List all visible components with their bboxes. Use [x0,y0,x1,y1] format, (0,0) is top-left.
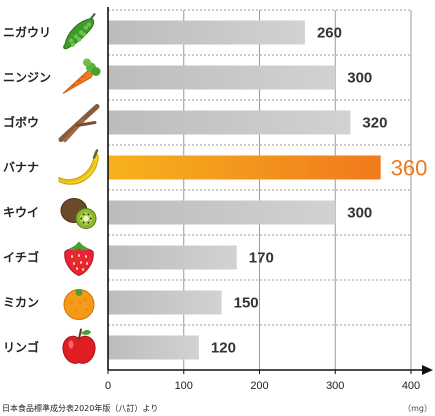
value-label-5: 170 [249,250,274,267]
mandarin-pore-1 [84,298,86,301]
gourd-bump-3 [83,25,89,30]
bar-7 [108,335,199,360]
bar-6 [108,290,222,315]
x-tick-label-0: 0 [105,380,111,392]
kiwi-core [83,215,89,222]
x-tick-label-400: 400 [402,380,420,392]
strawberry-leaves [68,241,90,251]
category-label-7: リンゴ [3,340,39,355]
value-label-3: 360 [391,156,428,181]
kiwi-seed-4 [82,213,85,216]
apple-leaf [81,330,91,335]
x-axis-arrow [422,365,433,375]
mandarin-calyx [75,289,83,296]
source-note: 日本食品標準成分表2020年版（八訂）より [2,403,158,413]
category-label-0: ニガウリ [3,25,51,40]
mandarin-icon [63,289,95,320]
banana-body [58,154,99,185]
value-label-4: 300 [347,205,372,222]
labels: 260 ニガウリ 300 ニンジン 320 ゴボウ 360 バナナ 300 キウイ 170 イチゴ 15… [2,25,432,414]
bitter-gourd-icon [63,12,96,50]
category-label-2: ゴボウ [3,115,39,130]
icons [58,12,101,364]
carrot-root [62,70,93,94]
bar-1 [108,65,336,90]
strawberry-seed-6 [76,267,78,270]
gourd-bump-6 [81,32,87,37]
mandarin-pore-3 [86,308,88,311]
bar-0 [108,20,305,45]
strawberry-seed-3 [73,262,75,265]
burdock-root-3 [75,121,97,127]
strawberry-seed-5 [86,262,88,265]
value-label-0: 260 [317,25,342,42]
bar-4 [108,200,336,225]
x-tick-label-300: 300 [326,380,344,392]
value-label-7: 120 [211,340,236,357]
gourd-bump-1 [73,34,79,39]
kiwi-seed-0 [89,217,92,220]
banana-stem [92,149,99,159]
burdock-icon [58,104,100,143]
strawberry-body [64,247,94,277]
mandarin-pore-2 [75,309,77,312]
kiwi-icon [60,198,97,229]
apple-body [62,335,96,364]
carrot-leaf-2 [91,67,101,76]
apple-shine [68,340,74,349]
gourd-bump-0 [68,38,74,43]
kiwi-seed-2 [82,221,85,224]
category-label-6: ミカン [3,296,39,310]
kiwi-seed-1 [87,221,90,224]
carrot-icon [62,58,101,94]
carrot-ridge-2 [81,76,87,78]
carrot-leaf-3 [83,58,91,67]
kiwi-seed-3 [80,217,83,220]
strawberry-seed-0 [71,255,73,258]
strawberry-icon [64,241,94,277]
x-tick-label-200: 200 [250,380,268,392]
gourd-bump-7 [86,22,92,27]
bars [108,20,381,360]
banana-icon [58,149,99,185]
value-label-6: 150 [234,295,259,312]
apple-icon [62,328,96,364]
gridlines [108,9,412,371]
strawberry-seed-2 [85,255,87,258]
value-label-1: 300 [347,70,372,87]
gourd-stem [90,12,96,20]
banana-ridge [59,161,96,182]
apple-stem [78,328,82,340]
category-label-1: ニンジン [3,71,51,85]
carrot-ridge-1 [76,80,82,82]
bar-5 [108,245,237,270]
x-tick-label-100: 100 [175,380,193,392]
kiwi-seed-5 [87,213,90,216]
value-label-2: 320 [362,115,387,132]
category-label-5: イチゴ [3,250,39,265]
gourd-bump-4 [70,42,76,47]
strawberry-seed-1 [78,254,80,257]
strawberry-seed-7 [82,268,84,271]
bar-2 [108,110,351,135]
gourd-bump-5 [76,37,82,42]
mandarin-pore-0 [71,301,73,304]
mandarin-pore-4 [79,301,81,304]
category-label-4: キウイ [3,206,39,220]
strawberry-seed-4 [80,261,82,264]
bar-3 [108,155,381,180]
category-label-3: バナナ [3,161,39,175]
axes [107,7,433,375]
carrot-ridge-0 [70,84,76,87]
unit-label: （mg） [403,404,432,413]
